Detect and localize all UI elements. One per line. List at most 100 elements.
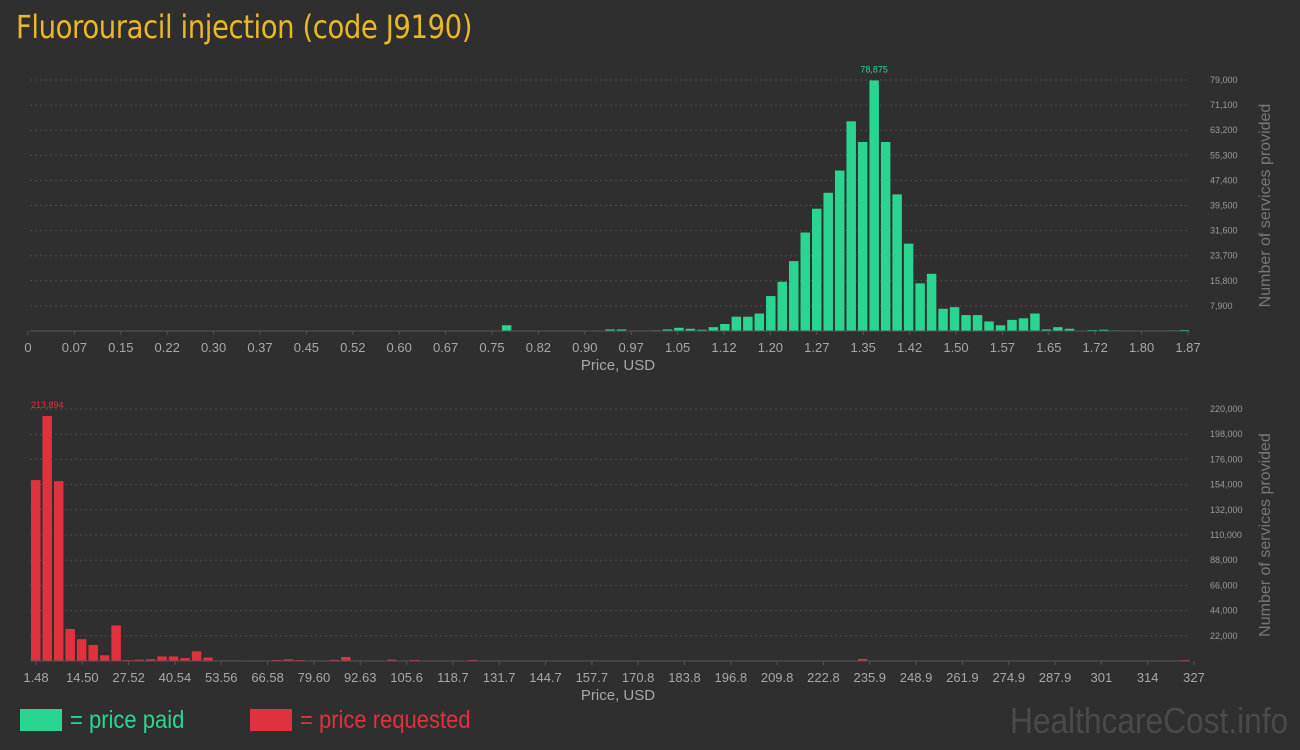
- x-tick-label: 327: [1183, 670, 1205, 685]
- x-tick-label: 0.22: [155, 340, 180, 355]
- x-tick-label: 79.60: [298, 670, 331, 685]
- x-tick-label: 157.7: [576, 670, 609, 685]
- histogram-bar: [53, 481, 64, 661]
- histogram-bar: [903, 243, 914, 331]
- histogram-bar: [203, 657, 213, 661]
- x-tick-label: 40.54: [159, 670, 192, 685]
- histogram-bar: [674, 327, 684, 331]
- y-tick-label: 31,600: [1210, 226, 1238, 236]
- histogram-bar: [1064, 328, 1075, 331]
- x-tick-label: 0.45: [294, 340, 319, 355]
- x-tick-label: 1.35: [851, 340, 876, 355]
- x-tick-label: 66.58: [251, 670, 284, 685]
- x-tick-label: 1.20: [758, 340, 783, 355]
- histogram-bar: [984, 321, 994, 331]
- histogram-bar: [869, 80, 879, 331]
- y-axis-label: Number of services provided: [1257, 104, 1274, 308]
- histogram-bar: [708, 327, 719, 331]
- x-tick-label: 0.82: [526, 340, 551, 355]
- histogram-bar: [387, 659, 397, 661]
- histogram-bar: [501, 325, 512, 331]
- x-tick-label: 0.30: [201, 340, 226, 355]
- x-tick-label: 287.9: [1039, 670, 1072, 685]
- x-tick-label: 261.9: [946, 670, 979, 685]
- histogram-bar: [800, 232, 810, 331]
- y-tick-label: 79,000: [1210, 75, 1238, 85]
- histogram-bar: [754, 313, 765, 331]
- histogram-bar: [31, 480, 41, 661]
- histogram-bar: [1099, 329, 1109, 331]
- histogram-bar: [846, 121, 856, 331]
- y-tick-label: 7,900: [1210, 301, 1233, 311]
- y-tick-label: 154,000: [1210, 480, 1243, 490]
- legend-requested-swatch: [250, 709, 292, 731]
- y-tick-label: 47,400: [1210, 175, 1238, 185]
- histogram-bar: [766, 296, 776, 331]
- histogram-bar: [42, 415, 52, 661]
- x-tick-label: 1.12: [711, 340, 736, 355]
- x-tick-label: 183.8: [668, 670, 701, 685]
- x-tick-label: 131.7: [483, 670, 516, 685]
- histogram-bar: [88, 644, 98, 661]
- histogram-bar: [823, 192, 833, 331]
- x-tick-label: 222.8: [807, 670, 840, 685]
- histogram-bar: [467, 659, 477, 661]
- x-tick-label: 0.37: [247, 340, 272, 355]
- histogram-bar: [892, 194, 902, 331]
- x-tick-label: 144.7: [529, 670, 562, 685]
- histogram-bar: [857, 658, 868, 661]
- histogram-bar: [926, 273, 937, 331]
- x-tick-label: 0.15: [108, 340, 133, 355]
- price-paid-chart: 7,900 15,800 23,700 31,600 39,500 47,400 55,30…: [24, 64, 1274, 374]
- x-tick-label: 27.52: [112, 670, 145, 685]
- y-tick-label: 110,000: [1210, 530, 1242, 540]
- legend-paid-label: = price paid: [70, 705, 185, 734]
- x-tick-label: 0.52: [340, 340, 365, 355]
- histogram-bar: [283, 659, 294, 661]
- histogram-bar: [743, 316, 753, 331]
- histogram-bar: [731, 316, 742, 331]
- legend-price-requested: = price requested: [250, 702, 494, 738]
- y-tick-label: 39,500: [1210, 201, 1238, 211]
- histogram-bar: [995, 325, 1006, 331]
- histogram-bar: [605, 329, 615, 331]
- x-tick-label: 196.8: [715, 670, 748, 685]
- histogram-bar: [168, 656, 179, 661]
- histogram-bar: [157, 656, 167, 661]
- x-tick-label: 0.60: [387, 340, 412, 355]
- x-tick-label: 274.9: [992, 670, 1025, 685]
- y-tick-label: 22,000: [1210, 631, 1238, 641]
- histogram-bar: [65, 628, 75, 661]
- x-tick-label: 170.8: [622, 670, 655, 685]
- legend-requested-label: = price requested: [300, 705, 471, 734]
- x-tick-label: 209.8: [761, 670, 794, 685]
- y-tick-label: 55,300: [1210, 150, 1238, 160]
- histogram-bar: [99, 655, 110, 661]
- histogram-bar: [1030, 313, 1040, 331]
- x-tick-label: 1.65: [1036, 340, 1061, 355]
- histogram-bar: [938, 308, 948, 331]
- histogram-bar: [972, 315, 983, 331]
- page-title: Fluorouracil injection (code J9190): [16, 8, 473, 46]
- histogram-bar: [1041, 329, 1052, 331]
- x-tick-label: 92.63: [344, 670, 377, 685]
- histogram-bar: [272, 659, 282, 661]
- x-tick-label: 301: [1091, 670, 1113, 685]
- y-tick-label: 23,700: [1210, 251, 1238, 261]
- histogram-bar: [616, 329, 627, 331]
- histogram-bar: [789, 261, 799, 331]
- x-tick-label: 1.48: [23, 670, 48, 685]
- histogram-bar: [720, 324, 730, 331]
- x-tick-label: 1.05: [665, 340, 690, 355]
- x-tick-label: 53.56: [205, 670, 238, 685]
- x-tick-label: 105.6: [390, 670, 423, 685]
- histogram-bar: [880, 141, 891, 331]
- x-tick-label: 1.27: [804, 340, 829, 355]
- peak-value-label: 213,894: [31, 400, 64, 410]
- histogram-bar: [329, 659, 340, 661]
- x-tick-label: 0.07: [62, 340, 87, 355]
- histogram-bar: [915, 283, 925, 331]
- x-tick-label: 314: [1137, 670, 1159, 685]
- histogram-bar: [191, 651, 202, 661]
- x-tick-label: 1.87: [1175, 340, 1200, 355]
